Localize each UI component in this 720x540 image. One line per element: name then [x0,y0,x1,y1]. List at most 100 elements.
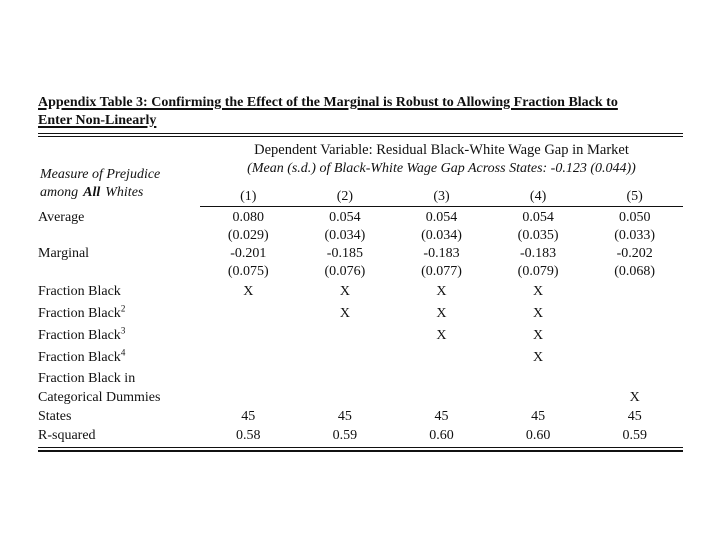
cell: -0.183 [520,246,557,261]
table-row-marginal-se: (0.075) (0.076) (0.077) (0.079) (0.068) [38,263,683,281]
table-row-fraction-black-sq: Fraction Black2 X X X [38,303,683,325]
cell: (0.077) [421,264,462,279]
row-label: Categorical Dummies [38,390,161,405]
table-title-line1: Appendix Table 3: Confirming the Effect … [38,95,618,110]
table-row-states: States 45 45 45 45 45 [38,407,683,426]
cell: 45 [337,409,352,424]
table-header: Measure of Prejudice among All Whites Depe… [38,142,683,207]
table-row-fraction-black-cube: Fraction Black3 X X [38,325,683,347]
table-row-fraction-black-in: Fraction Black in [38,369,683,388]
row-label: Average [38,210,85,225]
dependent-variable-text: Dependent Variable: Residual Black-White… [254,142,629,158]
cell: 0.054 [329,210,361,225]
top-double-rule [38,133,683,137]
column-header-row: (1) (2) (3) (4) (5) [38,189,683,207]
mean-sd-text: (Mean (s.d.) of Black-White Wage Gap Acr… [247,161,636,176]
cell [490,388,587,407]
bottom-double-rule [38,447,683,452]
cell: (0.035) [517,228,559,243]
cell [586,369,683,388]
cell: -0.185 [326,246,363,261]
column-header-5: (5) [626,189,643,204]
cell: -0.202 [616,246,653,261]
cell: X [339,306,350,321]
row-label: R-squared [38,428,96,443]
row-label: Marginal [38,246,90,261]
row-label: Fraction Black4 [38,347,126,365]
cell: 0.60 [525,428,551,443]
cell: 0.050 [618,210,651,225]
table-row-marginal: Marginal -0.201 -0.185 -0.183 -0.183 -0.… [38,245,683,263]
cell [586,325,683,347]
cell: X [533,306,544,321]
cell [200,303,297,325]
cell: X [533,328,544,343]
cell: 0.59 [332,428,358,443]
cell: X [629,390,640,405]
cell: 0.054 [522,210,554,225]
cell [200,369,297,388]
cell: (0.034) [324,228,366,243]
cell [297,388,394,407]
table-row-average: Average 0.080 0.054 0.054 0.054 0.050 [38,209,683,227]
cell: 0.080 [232,210,265,225]
cell: 0.59 [622,428,647,443]
cell [297,369,394,388]
stub-heading-line1: Measure of Prejudice [40,167,161,182]
cell [393,388,490,407]
table-row-categorical-dummies: Categorical Dummies X [38,388,683,407]
cell [586,281,683,303]
stub-heading: Measure of Prejudice among All Whites [40,166,160,202]
cell: 45 [627,409,642,424]
cell [200,347,297,369]
cell: -0.201 [230,246,267,261]
cell: (0.076) [324,264,366,279]
cell [393,369,490,388]
row-label [38,227,200,245]
cell: X [436,284,447,299]
column-header-3: (3) [433,189,450,204]
row-label: Fraction Black2 [38,303,126,321]
cell [586,303,683,325]
table-row-r-squared: R-squared 0.58 0.59 0.60 0.60 0.59 [38,426,683,445]
row-label: Fraction Black3 [38,325,126,343]
column-header-1: (1) [240,189,257,204]
column-header-2: (2) [336,189,354,204]
cell: (0.068) [614,264,656,279]
cell: (0.075) [227,264,269,279]
cell: X [436,306,447,321]
cell: X [436,328,447,343]
cell: X [339,284,350,299]
cell: 0.60 [429,428,454,443]
table-title-line2: Enter Non-Linearly [38,113,157,128]
cell: X [533,284,544,299]
table-title: Appendix Table 3: Confirming the Effect … [38,94,683,130]
dependent-variable-block: Dependent Variable: Residual Black-White… [200,142,683,177]
cell [200,388,297,407]
cell: (0.033) [614,228,656,243]
cell [297,347,394,369]
cell [297,325,394,347]
cell: (0.034) [421,228,462,243]
cell: 45 [241,409,256,424]
row-label: Fraction Black in [38,371,136,386]
stub-heading-line2: among All Whites [40,185,144,200]
cell: X [533,350,544,365]
cell: 0.58 [236,428,261,443]
column-headers: (1) (2) (3) (4) (5) [200,189,683,207]
cell [490,369,587,388]
row-label [38,263,200,281]
cell: (0.079) [517,264,559,279]
cell: 0.054 [425,210,458,225]
row-label: Fraction Black [38,284,121,299]
appendix-table: Appendix Table 3: Confirming the Effect … [38,94,683,452]
cell [200,325,297,347]
table-row-fraction-black: Fraction Black X X X X [38,281,683,303]
cell: -0.183 [423,246,460,261]
row-label: States [38,409,72,424]
table-row-fraction-black-quartic: Fraction Black4 X [38,347,683,369]
table-row-average-se: (0.029) (0.034) (0.034) (0.035) (0.033) [38,227,683,245]
table-body: Average 0.080 0.054 0.054 0.054 0.050 (0… [38,209,683,445]
cell: (0.029) [227,228,269,243]
